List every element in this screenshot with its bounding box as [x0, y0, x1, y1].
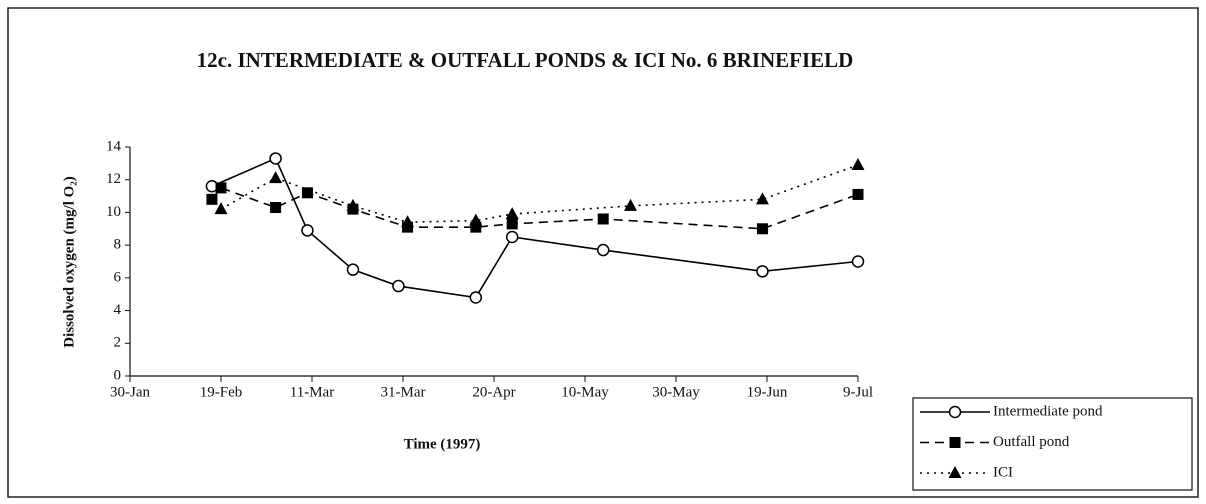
legend-marker	[949, 437, 961, 448]
x-tick-label: 30-Jan	[110, 384, 150, 400]
marker	[215, 182, 227, 194]
y-axis-label: Dissolved oxygen (mg/l O₂)	[61, 176, 77, 348]
marker	[851, 255, 865, 268]
marker	[206, 193, 218, 205]
marker	[401, 215, 415, 228]
x-tick-label: 9-Jul	[843, 384, 873, 400]
legend-marker	[948, 466, 962, 478]
chart-title: 12c. INTERMEDIATE & OUTFALL PONDS & ICI …	[197, 48, 854, 72]
x-tick-label: 30-May	[652, 384, 700, 400]
legend-label: Outfall pond	[993, 434, 1070, 450]
series-line	[211, 157, 859, 299]
y-tick-label: 8	[114, 237, 122, 253]
marker	[505, 230, 519, 244]
marker	[346, 263, 360, 276]
marker	[756, 265, 769, 278]
y-tick-label: 4	[114, 302, 122, 318]
marker	[269, 152, 282, 165]
y-tick-label: 2	[114, 335, 122, 351]
x-tick-label: 11-Mar	[290, 384, 334, 400]
marker	[505, 207, 519, 220]
marker	[756, 223, 768, 235]
legend-marker	[948, 405, 962, 419]
marker	[851, 157, 865, 170]
marker	[346, 198, 360, 211]
x-tick-label: 19-Jun	[747, 384, 788, 400]
y-tick-label: 10	[106, 204, 121, 220]
legend-label: Intermediate pond	[993, 403, 1103, 419]
marker	[301, 224, 314, 237]
marker	[214, 202, 228, 215]
y-tick-label: 14	[106, 138, 122, 154]
y-tick-label: 0	[114, 367, 122, 383]
x-tick-label: 31-Mar	[381, 384, 426, 400]
x-axis-label: Time (1997)	[404, 436, 481, 452]
x-tick-label: 20-Apr	[472, 384, 515, 400]
x-tick-label: 10-May	[561, 384, 609, 400]
marker	[506, 218, 518, 230]
marker	[392, 279, 405, 293]
marker	[270, 202, 282, 214]
marker	[469, 291, 483, 304]
marker	[301, 187, 313, 199]
marker	[624, 198, 637, 211]
legend-label: ICI	[993, 464, 1013, 480]
marker	[755, 192, 769, 205]
marker	[596, 243, 610, 257]
marker	[469, 213, 483, 226]
marker	[269, 171, 283, 184]
y-tick-label: 6	[114, 269, 122, 285]
marker	[597, 213, 609, 225]
marker	[470, 221, 482, 233]
y-tick-label: 12	[106, 171, 121, 187]
marker	[852, 188, 864, 200]
x-tick-label: 19-Feb	[200, 384, 243, 400]
frame	[7, 7, 1199, 498]
